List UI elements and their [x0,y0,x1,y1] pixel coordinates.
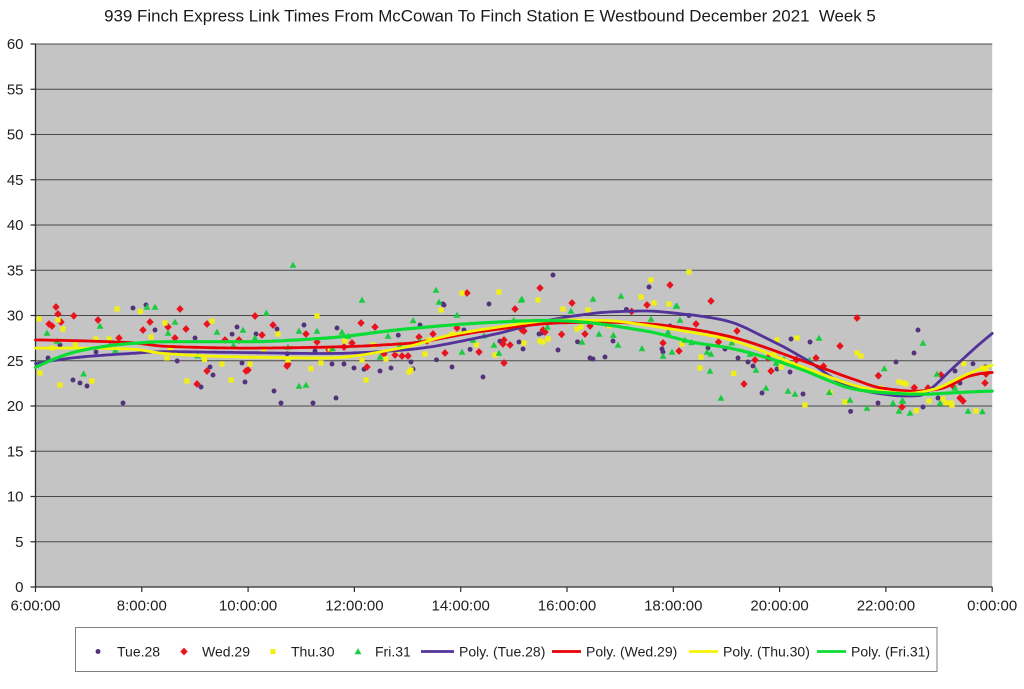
svg-text:10: 10 [7,489,24,506]
svg-text:20: 20 [7,398,24,415]
svg-text:40: 40 [7,217,24,234]
svg-text:14:00:00: 14:00:00 [432,598,490,615]
svg-text:15: 15 [7,443,24,460]
svg-text:Poly. (Fri.31): Poly. (Fri.31) [851,644,930,660]
svg-text:Fri.31: Fri.31 [375,644,411,660]
svg-text:55: 55 [7,82,24,99]
svg-text:20:00:00: 20:00:00 [750,598,808,615]
svg-text:5: 5 [15,534,23,551]
svg-text:12:00:00: 12:00:00 [325,598,383,615]
svg-text:10:00:00: 10:00:00 [219,598,277,615]
svg-text:60: 60 [7,36,24,53]
svg-text:0: 0 [15,579,23,596]
svg-text:Poly. (Tue.28): Poly. (Tue.28) [459,644,545,660]
svg-text:50: 50 [7,127,24,144]
svg-text:30: 30 [7,308,24,325]
svg-text:8:00:00: 8:00:00 [117,598,167,615]
svg-text:18:00:00: 18:00:00 [644,598,702,615]
svg-text:Poly. (Wed.29): Poly. (Wed.29) [586,644,677,660]
svg-text:22:00:00: 22:00:00 [857,598,915,615]
svg-text:Tue.28: Tue.28 [117,644,160,660]
svg-text:35: 35 [7,262,24,279]
svg-text:Poly. (Thu.30): Poly. (Thu.30) [723,644,810,660]
svg-text:0:00:00: 0:00:00 [967,598,1017,615]
svg-text:6:00:00: 6:00:00 [10,598,60,615]
svg-text:Wed.29: Wed.29 [202,644,250,660]
svg-text:Thu.30: Thu.30 [291,644,335,660]
svg-text:16:00:00: 16:00:00 [538,598,596,615]
svg-text:939 Finch Express Link Times F: 939 Finch Express Link Times From McCowa… [104,7,876,26]
svg-text:25: 25 [7,353,24,370]
svg-text:45: 45 [7,172,24,189]
